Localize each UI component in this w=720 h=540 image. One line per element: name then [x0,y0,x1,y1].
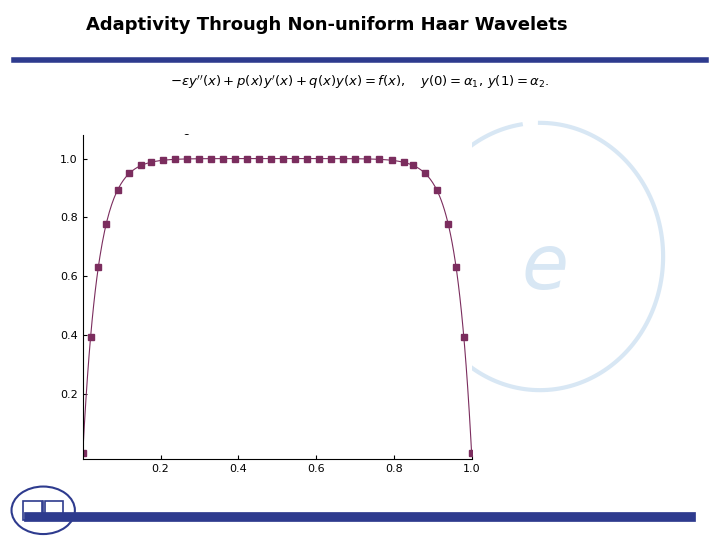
Text: $-\varepsilon y^{\prime\prime}(x) + p(x)y^{\prime}(x) + q(x)y(x) = f(x), \quad y: $-\varepsilon y^{\prime\prime}(x) + p(x)… [170,73,550,91]
Text: Where: Where [97,134,148,149]
Text: Adaptivity Through Non-uniform Haar Wavelets: Adaptivity Through Non-uniform Haar Wave… [86,16,568,34]
Text: e: e [522,231,569,306]
Text: $\varepsilon \rightarrow 0$: $\varepsilon \rightarrow 0$ [155,132,192,149]
